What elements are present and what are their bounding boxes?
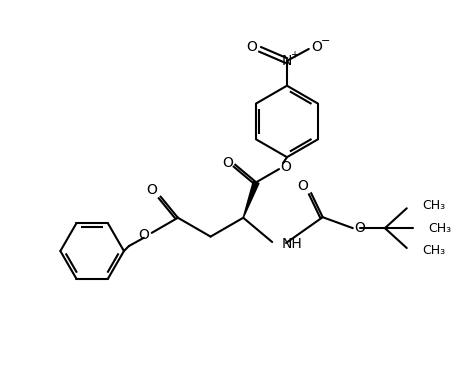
Text: −: − xyxy=(320,36,330,46)
Text: O: O xyxy=(138,228,149,242)
Polygon shape xyxy=(243,181,258,218)
Text: O: O xyxy=(245,40,256,54)
Text: O: O xyxy=(147,183,157,197)
Text: NH: NH xyxy=(282,237,302,251)
Text: O: O xyxy=(311,40,322,54)
Text: O: O xyxy=(280,160,291,174)
Text: CH₃: CH₃ xyxy=(422,244,445,258)
Text: O: O xyxy=(354,221,364,235)
Text: +: + xyxy=(289,50,297,60)
Text: O: O xyxy=(222,156,233,170)
Text: CH₃: CH₃ xyxy=(422,199,445,212)
Text: N: N xyxy=(281,54,292,68)
Text: O: O xyxy=(297,179,308,193)
Text: CH₃: CH₃ xyxy=(428,222,451,235)
